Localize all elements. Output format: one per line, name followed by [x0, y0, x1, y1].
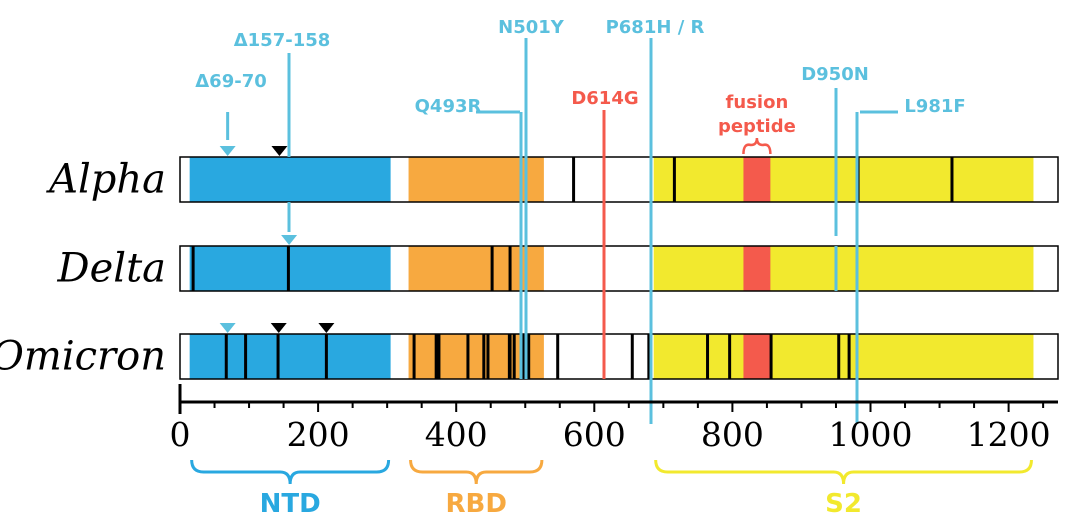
- variant-label: Omicron: [0, 334, 166, 380]
- mutation-label: D950N: [801, 64, 869, 85]
- variant-label: Alpha: [45, 157, 166, 203]
- mutation-label: L981F: [904, 96, 965, 117]
- deletion-marker-black: [270, 323, 287, 333]
- fusion-peptide-brace: [742, 137, 772, 155]
- mutation-annotation: [476, 110, 523, 379]
- bar-outline: [179, 156, 1059, 203]
- mutation-annotations: [226, 38, 898, 424]
- variant-bar-alpha: [179, 146, 1059, 203]
- x-axis: [178, 384, 1058, 414]
- domain-label-s2: S2: [825, 489, 862, 519]
- mutation-label: Δ157-158: [234, 30, 331, 51]
- domain-brace-s2: [654, 459, 1033, 485]
- variant-bar-delta: [179, 235, 1059, 292]
- mutation-label: N501Y: [498, 17, 565, 38]
- bar-outline: [179, 245, 1059, 292]
- axis-tick-label: 600: [563, 415, 626, 454]
- mutation-label: P681H / R: [606, 17, 705, 38]
- variant-bar-omicron: [179, 323, 1059, 380]
- domain-segment-s2: [653, 157, 1034, 202]
- fusion-peptide-segment: [743, 157, 771, 202]
- domain-label-rbd: RBD: [446, 489, 507, 519]
- mutation-label: Q493R: [415, 96, 482, 117]
- bar-outline: [179, 333, 1059, 380]
- domain-brace-ntd: [190, 459, 391, 485]
- fusion-peptide-segment: [743, 246, 771, 291]
- deletion-marker-blue: [281, 235, 298, 245]
- mutation-annotation: [855, 110, 898, 424]
- deletion-marker-blue: [219, 146, 236, 156]
- domain-segment-s2: [653, 246, 1034, 291]
- domain-segment-s2: [653, 334, 1034, 379]
- axis-tick-label: 800: [701, 415, 764, 454]
- domain-segment-ntd: [189, 157, 391, 202]
- variant-label: Delta: [57, 246, 166, 292]
- axis-tick-label: 0: [170, 415, 191, 454]
- domain-segment-rbd: [408, 246, 544, 291]
- domain-label-ntd: NTD: [260, 489, 321, 519]
- domain-brace-rbd: [409, 459, 544, 485]
- deletion-marker-black: [318, 323, 335, 333]
- mutation-label: Δ69-70: [195, 71, 267, 92]
- fusion-peptide-label: peptide: [718, 116, 796, 137]
- axis-tick-label: 1200: [967, 415, 1051, 454]
- fusion-peptide-segment: [743, 334, 771, 379]
- deletion-marker-blue: [219, 323, 236, 333]
- axis-tick-label: 1000: [829, 415, 913, 454]
- domain-segment-ntd: [189, 334, 391, 379]
- axis-tick-label: 400: [425, 415, 488, 454]
- deletion-marker-black: [271, 146, 288, 156]
- fusion-peptide-label: fusion: [726, 92, 789, 113]
- domain-segment-rbd: [408, 157, 544, 202]
- variant-bars: [179, 146, 1059, 380]
- mutation-label: D614G: [571, 88, 638, 109]
- domain-segment-ntd: [189, 246, 391, 291]
- axis-tick-label: 200: [287, 415, 350, 454]
